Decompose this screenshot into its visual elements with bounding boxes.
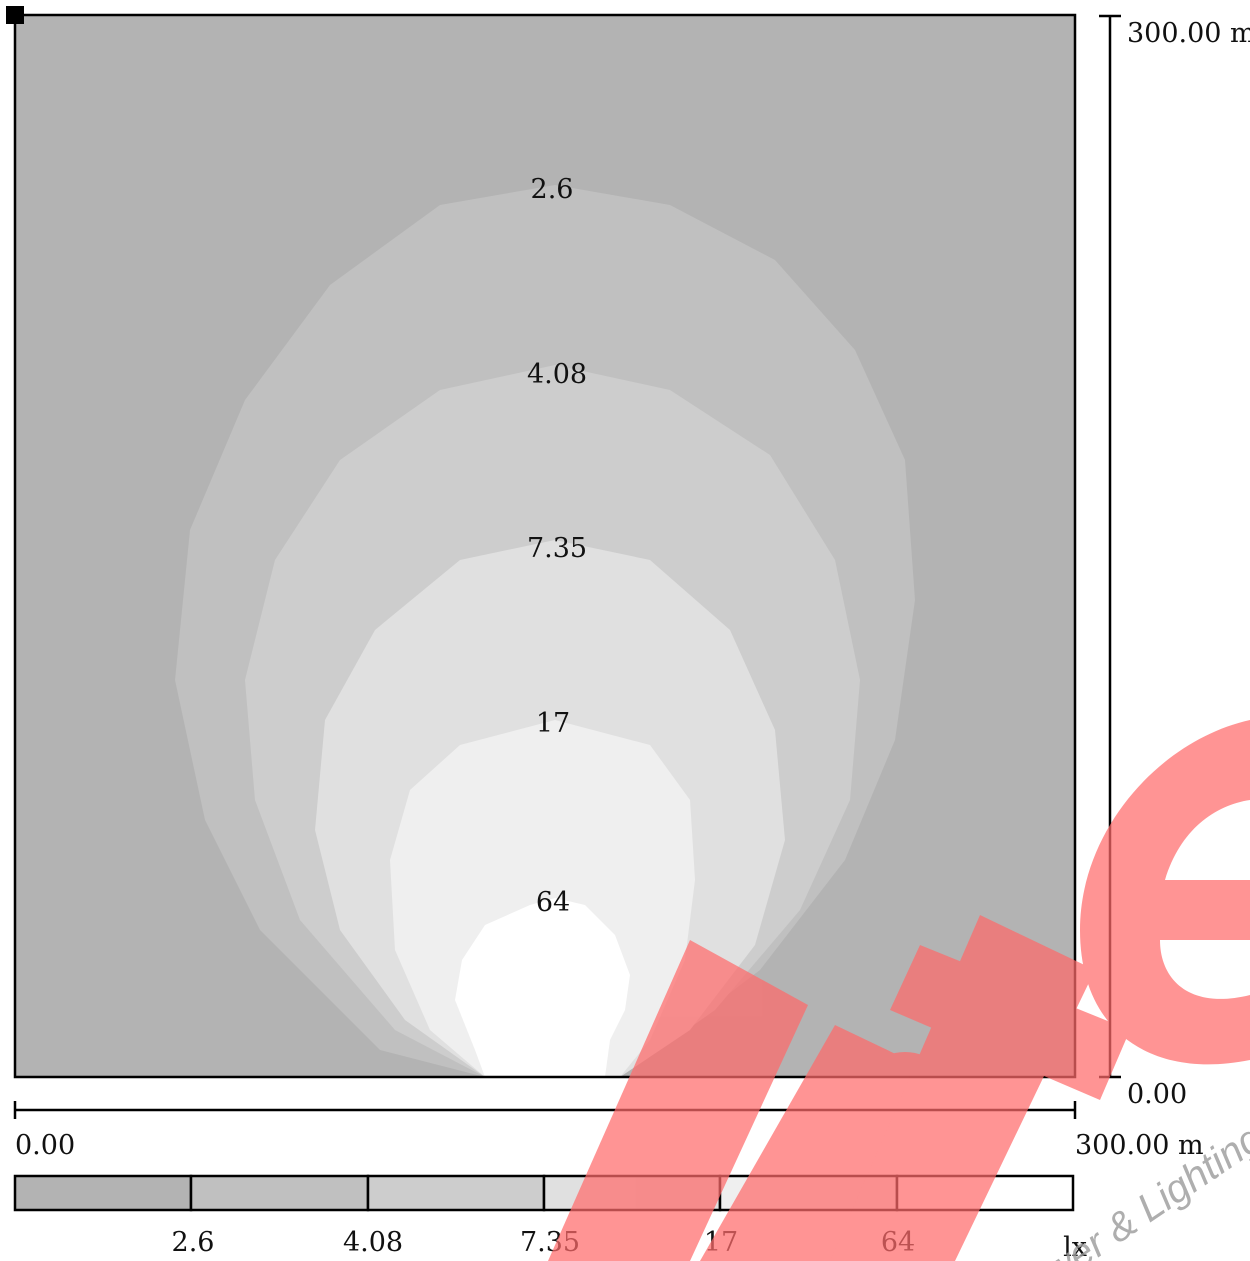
x-axis-max-label: 300.00 m (1075, 1130, 1204, 1161)
legend-level-4.08: 4.08 (343, 1227, 403, 1258)
contour-label-4.08: 4.08 (527, 359, 587, 390)
watermark-logo (548, 720, 1250, 1261)
x-axis-min-label: 0.00 (15, 1130, 75, 1161)
y-axis-max-label: 300.00 m (1127, 18, 1250, 49)
contour-label-64: 64 (536, 887, 570, 918)
legend-swatch-1 (189, 1174, 370, 1212)
contour-band-64 (455, 898, 630, 1077)
origin-marker-icon (6, 6, 24, 24)
legend-swatch-0 (13, 1174, 193, 1212)
contour-label-2.6: 2.6 (531, 174, 574, 205)
legend-level-2.6: 2.6 (172, 1227, 215, 1258)
plot-frame (13, 13, 1077, 1079)
legend-unit: lx (1063, 1232, 1087, 1261)
legend-swatch-2 (366, 1174, 546, 1212)
contour-label-17: 17 (536, 708, 570, 739)
contour-label-7.35: 7.35 (527, 533, 587, 564)
y-axis-min-label: 0.00 (1127, 1079, 1187, 1110)
